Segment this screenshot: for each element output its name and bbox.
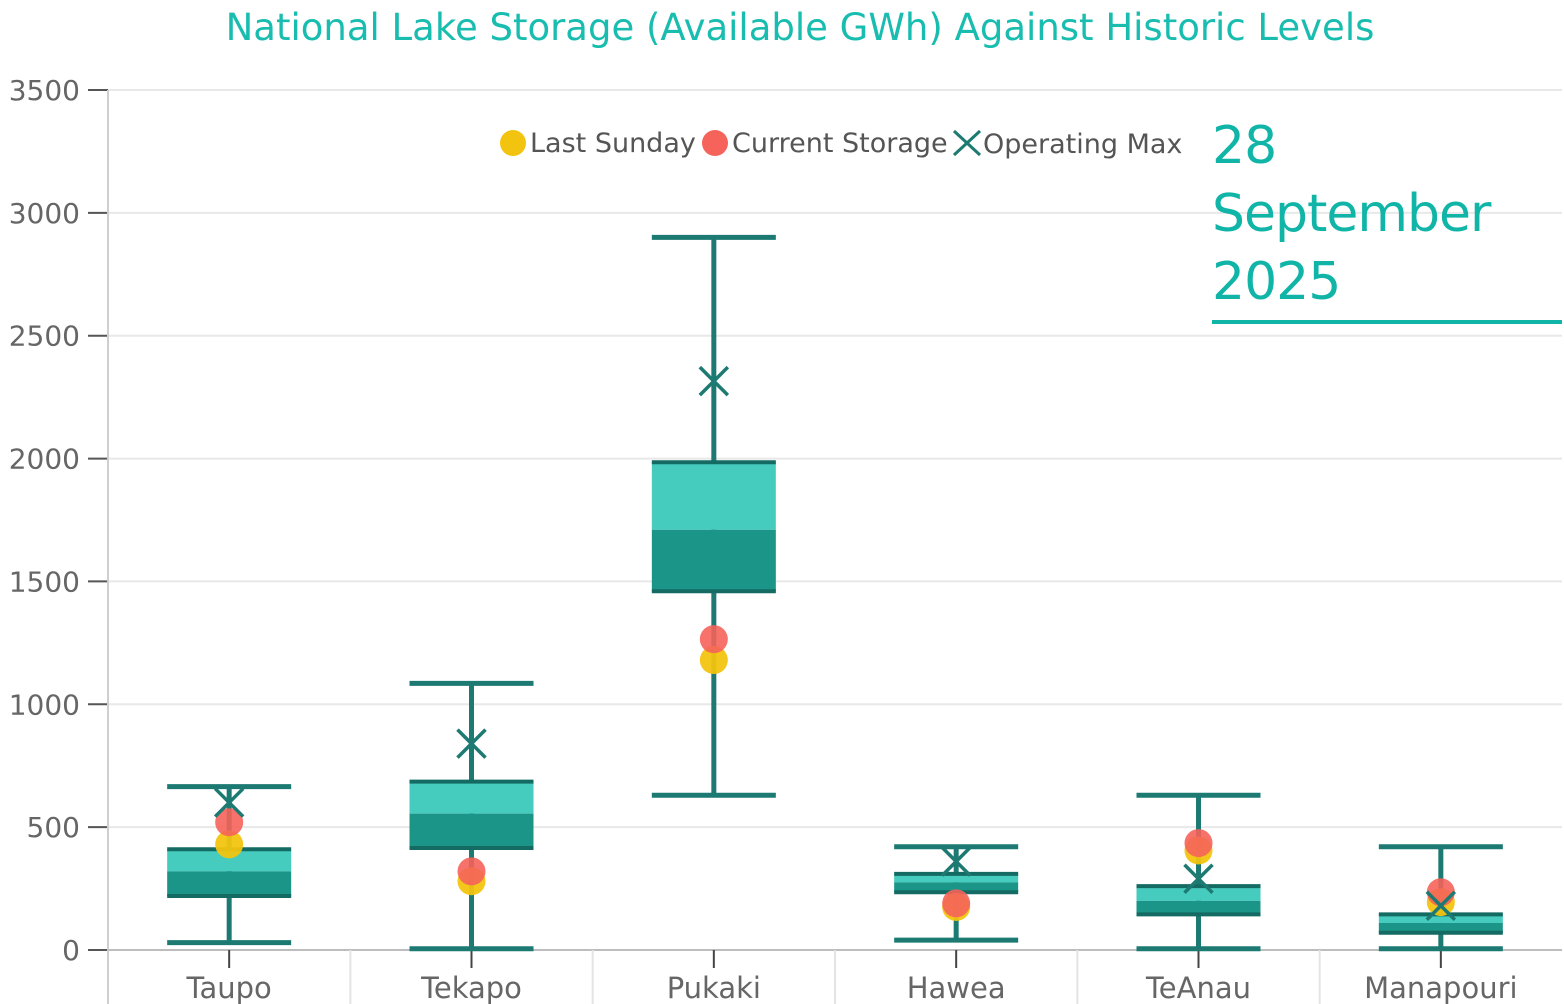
x-tick-label: Manapouri xyxy=(1364,971,1517,1004)
y-tick-label: 1000 xyxy=(9,688,80,721)
y-tick-label: 2500 xyxy=(9,320,80,353)
x-marker-icon xyxy=(952,129,982,157)
box-lower xyxy=(651,529,776,592)
x-axis: Taupo Tekapo Pukaki Hawea TeAnau Manapouri xyxy=(108,949,1562,1004)
point-operating-max xyxy=(1183,863,1214,894)
x-marker xyxy=(1183,863,1214,894)
box-upper xyxy=(167,849,292,872)
point-operating-max xyxy=(698,365,730,397)
chart-title: National Lake Storage (Available GWh) Ag… xyxy=(225,6,1375,49)
point-current-storage xyxy=(1184,829,1213,858)
box-upper xyxy=(651,462,776,530)
point-current-storage xyxy=(215,808,244,837)
legend-circle-icon xyxy=(500,130,526,156)
box-lower xyxy=(167,871,292,896)
x-tick-label: Tekapo xyxy=(420,971,522,1004)
point-operating-max xyxy=(213,787,245,818)
legend-circle-icon xyxy=(702,130,728,156)
point-last-sunday xyxy=(215,830,244,859)
x-tick-label: Taupo xyxy=(186,971,272,1004)
y-tick-label: 0 xyxy=(62,934,80,967)
box-upper xyxy=(894,873,1019,883)
point-last-sunday xyxy=(699,646,728,675)
legend-item-last-sunday[interactable]: Last Sunday xyxy=(500,128,696,159)
x-marker xyxy=(1425,890,1457,922)
legend-item-operating-max[interactable]: Operating Max xyxy=(951,128,1182,160)
x-marker xyxy=(213,787,245,818)
gridlines xyxy=(108,89,1562,829)
box-teanau xyxy=(1136,792,1261,952)
legend-item-current-storage[interactable]: Current Storage xyxy=(702,128,948,159)
box-upper xyxy=(1136,886,1261,901)
y-tick-label: 3500 xyxy=(9,74,80,107)
data-points xyxy=(213,365,1457,922)
box-lower xyxy=(894,882,1019,893)
box-lower xyxy=(1136,900,1261,915)
x-tick-label: Pukaki xyxy=(667,971,761,1004)
x-marker xyxy=(456,728,487,759)
box-plots xyxy=(167,234,1503,952)
legend-label: Operating Max xyxy=(983,129,1183,160)
x-tick-label: TeAnau xyxy=(1145,971,1251,1004)
legend-label: Current Storage xyxy=(732,128,948,159)
x-tick-label: Hawea xyxy=(907,971,1006,1004)
point-current-storage xyxy=(699,625,728,654)
box-pukaki xyxy=(651,234,776,798)
box-upper xyxy=(409,781,534,814)
box-lower xyxy=(409,813,534,849)
point-current-storage xyxy=(457,857,486,886)
box-tekapo xyxy=(409,680,534,952)
point-operating-max xyxy=(940,846,972,877)
point-operating-max xyxy=(456,728,487,759)
y-axis: 0 500 1000 1500 2000 2500 3000 3500 xyxy=(9,74,109,1004)
y-tick-label: 500 xyxy=(27,811,80,844)
box-lower xyxy=(1378,922,1503,933)
y-tick-label: 1500 xyxy=(9,565,80,598)
date-label: 28 September 2025 xyxy=(1212,112,1562,324)
y-tick-label: 2000 xyxy=(9,443,80,476)
point-current-storage xyxy=(1426,878,1455,907)
box-upper xyxy=(1378,914,1503,923)
y-tick-label: 3000 xyxy=(9,197,80,230)
x-marker xyxy=(698,365,730,397)
x-marker xyxy=(940,846,972,877)
point-operating-max xyxy=(1425,890,1457,922)
point-current-storage xyxy=(942,889,971,918)
legend-label: Last Sunday xyxy=(530,128,696,159)
